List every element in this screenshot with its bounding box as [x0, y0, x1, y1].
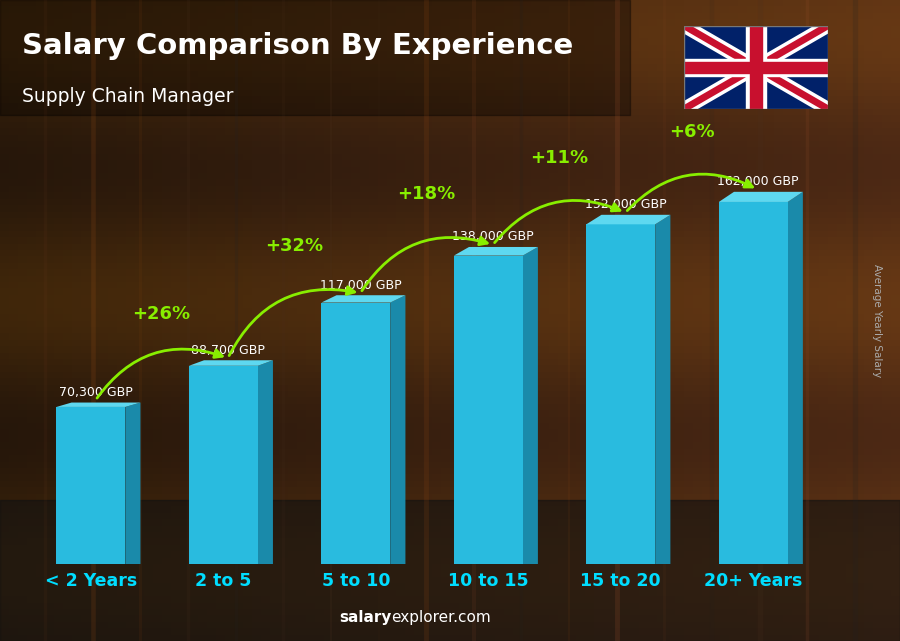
Text: 117,000 GBP: 117,000 GBP	[320, 279, 401, 292]
Text: +26%: +26%	[132, 305, 191, 323]
Text: 162,000 GBP: 162,000 GBP	[717, 176, 798, 188]
Bar	[586, 224, 655, 564]
Polygon shape	[257, 360, 273, 564]
Polygon shape	[321, 296, 405, 303]
Text: salary: salary	[339, 610, 392, 625]
Text: +32%: +32%	[266, 237, 323, 254]
Text: Average Yearly Salary: Average Yearly Salary	[872, 264, 883, 377]
Bar	[750, 26, 762, 109]
Text: explorer.com: explorer.com	[392, 610, 491, 625]
Text: Supply Chain Manager: Supply Chain Manager	[22, 87, 234, 106]
Text: +18%: +18%	[398, 185, 455, 203]
Bar	[684, 62, 828, 72]
Polygon shape	[125, 403, 140, 564]
Text: 138,000 GBP: 138,000 GBP	[452, 231, 534, 244]
Polygon shape	[391, 296, 405, 564]
Text: 70,300 GBP: 70,300 GBP	[58, 386, 132, 399]
Polygon shape	[586, 215, 670, 224]
Bar	[746, 26, 766, 109]
Bar	[321, 303, 391, 564]
Polygon shape	[719, 192, 803, 202]
Polygon shape	[57, 403, 140, 407]
Bar	[684, 59, 828, 76]
Text: +11%: +11%	[530, 149, 589, 167]
Polygon shape	[189, 360, 273, 366]
Text: +6%: +6%	[669, 123, 715, 141]
Bar	[57, 407, 125, 564]
Bar	[189, 366, 257, 564]
Polygon shape	[523, 247, 538, 564]
Polygon shape	[454, 247, 538, 256]
Polygon shape	[788, 192, 803, 564]
Text: 88,700 GBP: 88,700 GBP	[191, 344, 265, 357]
Bar	[719, 202, 788, 564]
Text: 152,000 GBP: 152,000 GBP	[584, 198, 666, 212]
Bar	[454, 256, 523, 564]
Polygon shape	[655, 215, 670, 564]
Text: Salary Comparison By Experience: Salary Comparison By Experience	[22, 32, 574, 60]
